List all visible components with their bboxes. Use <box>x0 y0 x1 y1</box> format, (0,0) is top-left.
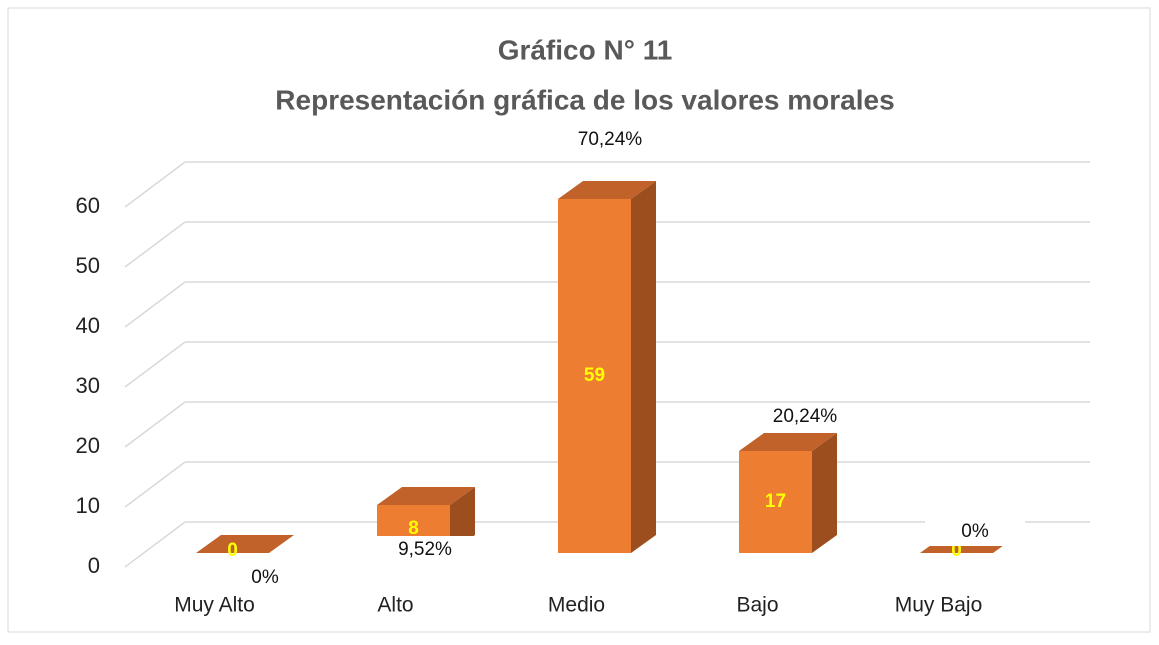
chart-subtitle: Representación gráfica de los valores mo… <box>275 84 894 115</box>
percent-label-bg <box>560 126 660 154</box>
percent-label: 0% <box>961 521 989 542</box>
grid-line <box>124 281 186 328</box>
y-tick-label: 0 <box>88 553 100 578</box>
value-label: 17 <box>765 491 786 512</box>
grid-line <box>124 341 186 388</box>
x-tick-label: Alto <box>377 594 413 617</box>
value-label: 59 <box>584 365 605 386</box>
bar-side <box>812 433 837 553</box>
y-tick-label: 60 <box>76 193 100 218</box>
y-tick-label: 20 <box>76 433 100 458</box>
percent-label: 70,24% <box>578 129 643 150</box>
value-label: 8 <box>408 518 419 539</box>
grid-line <box>124 521 186 568</box>
bar-top <box>377 487 475 505</box>
bar-top <box>196 535 294 553</box>
y-tick-label: 40 <box>76 313 100 338</box>
y-tick-label: 50 <box>76 253 100 278</box>
bar-side <box>631 181 656 553</box>
y-tick-label: 30 <box>76 373 100 398</box>
x-tick-label: Muy Alto <box>174 594 255 617</box>
percent-label-bg <box>755 403 855 431</box>
bar <box>558 199 631 553</box>
x-tick-label: Muy Bajo <box>895 594 983 617</box>
bar-top <box>558 181 656 199</box>
bar-top <box>739 433 837 451</box>
grid-line <box>124 161 186 208</box>
percent-label: 0% <box>251 567 279 588</box>
value-label: 0 <box>951 540 962 561</box>
y-tick-label: 10 <box>76 493 100 518</box>
x-tick-label: Bajo <box>736 594 778 617</box>
percent-label: 9,52% <box>398 539 452 560</box>
percent-label: 20,24% <box>773 406 838 427</box>
percent-label-bg <box>375 536 475 564</box>
value-label: 0 <box>227 540 238 561</box>
percent-label-bg <box>925 518 1025 546</box>
grid-line <box>124 221 186 268</box>
bar <box>739 451 812 553</box>
percent-label-bg <box>172 564 302 592</box>
x-tick-label: Medio <box>548 594 605 617</box>
grid-line <box>124 461 186 508</box>
chart-title: Gráfico N° 11 <box>498 34 673 65</box>
grid-line <box>124 401 186 448</box>
